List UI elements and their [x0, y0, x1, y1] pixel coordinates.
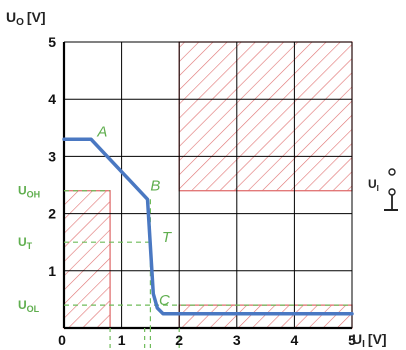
y-tick-label-4: 4 — [48, 91, 56, 107]
x-tick-label-0: 0 — [58, 332, 66, 348]
grid — [62, 41, 353, 330]
x-tick-label-3: 3 — [233, 332, 241, 348]
x-tick-label-5: 5 — [348, 332, 356, 348]
forbidden-regions — [63, 41, 353, 329]
labels: 0 1 2 3 4 5 1 2 3 4 5 UOH UT UOL A B T C — [18, 34, 356, 348]
y-axis-title: UO [V] — [6, 9, 46, 28]
point-label-c: C — [159, 292, 170, 309]
input-terminal-label: UI — [368, 177, 379, 193]
series-line-1 — [62, 137, 354, 316]
y-tick-label-3: 3 — [48, 148, 56, 164]
threshold-label-oh: UOH — [18, 184, 40, 200]
terminal-circle-bottom — [388, 188, 396, 196]
forbidden-region-3 — [178, 41, 353, 192]
input-terminal-symbol: UI — [368, 168, 398, 211]
x-tick-label-4: 4 — [291, 332, 299, 348]
x-axis-title: UI [V] — [352, 331, 387, 350]
point-label-b: B — [150, 178, 160, 195]
y-tick-label-5: 5 — [48, 34, 56, 50]
forbidden-region-1 — [63, 190, 111, 329]
threshold-label-t: UT — [18, 235, 33, 251]
y-tick-label-2: 2 — [48, 206, 56, 222]
point-label-t: T — [162, 229, 173, 246]
terminal-circle-top — [388, 168, 396, 176]
x-tick-label-1: 1 — [118, 332, 126, 348]
y-tick-label-1: 1 — [48, 263, 56, 279]
x-tick-label-2: 2 — [175, 332, 183, 348]
transfer-curve — [62, 137, 354, 316]
forbidden-region-2 — [178, 304, 353, 329]
threshold-label-ol: UOL — [18, 298, 40, 314]
point-label-a: A — [96, 123, 107, 140]
